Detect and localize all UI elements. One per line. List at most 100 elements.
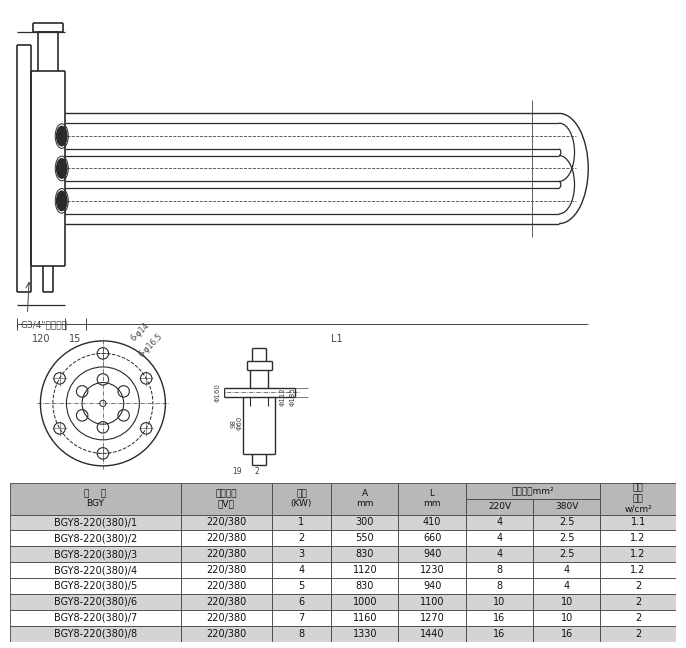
Text: 380V: 380V	[555, 502, 578, 511]
Text: 220/380: 220/380	[206, 629, 246, 638]
Text: 220/380: 220/380	[206, 550, 246, 559]
Bar	[600, 626, 676, 642]
Bar	[600, 483, 676, 515]
Bar	[399, 483, 466, 515]
Text: Φ160: Φ160	[215, 383, 221, 402]
Bar	[180, 483, 272, 515]
Text: 4: 4	[298, 565, 305, 575]
Circle shape	[56, 126, 67, 146]
Text: 410: 410	[423, 518, 441, 527]
Bar	[272, 530, 331, 546]
Bar	[533, 515, 600, 530]
Bar	[331, 578, 399, 594]
Bar	[466, 530, 533, 546]
Text: 2: 2	[635, 629, 641, 638]
Bar	[399, 610, 466, 626]
Text: 8: 8	[497, 581, 503, 591]
Bar	[600, 515, 676, 530]
Bar	[399, 626, 466, 642]
Bar	[10, 546, 180, 562]
Text: 940: 940	[423, 550, 441, 559]
Text: 220V: 220V	[488, 502, 511, 511]
Bar	[399, 594, 466, 610]
Text: 1.2: 1.2	[630, 533, 646, 543]
Text: L1: L1	[331, 334, 343, 343]
Text: 1440: 1440	[420, 629, 445, 638]
Text: 1270: 1270	[420, 613, 445, 623]
Text: 6-φ14: 6-φ14	[129, 321, 151, 343]
Text: 15: 15	[69, 334, 82, 343]
Text: 19: 19	[233, 467, 242, 476]
Text: 4: 4	[564, 565, 570, 575]
Text: BGY8-220(380)/1: BGY8-220(380)/1	[54, 518, 137, 527]
Bar	[600, 610, 676, 626]
Text: 4: 4	[564, 581, 570, 591]
Bar	[272, 546, 331, 562]
Text: 1000: 1000	[353, 597, 377, 607]
Bar	[466, 578, 533, 594]
Bar	[180, 562, 272, 578]
Text: 7: 7	[298, 613, 305, 623]
Text: 1.2: 1.2	[630, 565, 646, 575]
Bar	[600, 594, 676, 610]
Bar	[466, 626, 533, 642]
Text: BGY8-220(380)/8: BGY8-220(380)/8	[54, 629, 137, 638]
Text: 2: 2	[254, 467, 259, 476]
Text: 2: 2	[635, 597, 641, 607]
Text: Φ60: Φ60	[237, 416, 243, 430]
Bar	[466, 515, 533, 530]
Bar	[399, 546, 466, 562]
Text: 16: 16	[493, 629, 506, 638]
Bar	[272, 515, 331, 530]
Bar	[10, 626, 180, 642]
Text: L
mm: L mm	[423, 489, 441, 508]
Bar	[272, 578, 331, 594]
Bar	[399, 578, 466, 594]
Text: 1230: 1230	[420, 565, 445, 575]
Bar	[10, 578, 180, 594]
Text: 4: 4	[497, 518, 503, 527]
Bar	[533, 594, 600, 610]
Text: 10: 10	[560, 597, 573, 607]
Bar	[331, 515, 399, 530]
Text: 1100: 1100	[420, 597, 445, 607]
Text: BGY8-220(380)/2: BGY8-220(380)/2	[54, 533, 137, 543]
Bar	[533, 530, 600, 546]
Text: 表面
负荷
w/cm²: 表面 负荷 w/cm²	[624, 484, 652, 513]
Text: 10: 10	[560, 613, 573, 623]
Text: BGY8-220(380)/4: BGY8-220(380)/4	[54, 565, 137, 575]
Bar	[10, 562, 180, 578]
Bar	[272, 626, 331, 642]
Text: 5: 5	[298, 581, 305, 591]
Bar	[600, 578, 676, 594]
Bar	[466, 594, 533, 610]
Circle shape	[56, 191, 67, 211]
Circle shape	[56, 159, 67, 178]
Text: 额定电压
（V）: 额定电压 （V）	[215, 489, 237, 508]
Text: 8: 8	[298, 629, 305, 638]
Bar	[466, 562, 533, 578]
Text: 1.1: 1.1	[630, 518, 646, 527]
Text: 220/380: 220/380	[206, 581, 246, 591]
Text: BGY8-220(380)/6: BGY8-220(380)/6	[54, 597, 137, 607]
Text: 300: 300	[355, 518, 374, 527]
Text: 220/380: 220/380	[206, 613, 246, 623]
Text: 1: 1	[298, 518, 305, 527]
Text: 220/380: 220/380	[206, 518, 246, 527]
Text: 4: 4	[497, 533, 503, 543]
Bar	[272, 610, 331, 626]
Bar	[466, 499, 533, 515]
Bar	[533, 626, 600, 642]
Text: 3: 3	[298, 550, 305, 559]
Text: 940: 940	[423, 581, 441, 591]
Bar	[533, 578, 600, 594]
Text: 1330: 1330	[353, 629, 377, 638]
Text: BGY8-220(380)/7: BGY8-220(380)/7	[54, 613, 137, 623]
Bar	[600, 546, 676, 562]
Bar	[180, 546, 272, 562]
Text: Φ112: Φ112	[279, 388, 285, 406]
Bar	[10, 515, 180, 530]
Text: 6: 6	[298, 597, 305, 607]
Text: 2: 2	[635, 613, 641, 623]
Text: 16: 16	[493, 613, 506, 623]
